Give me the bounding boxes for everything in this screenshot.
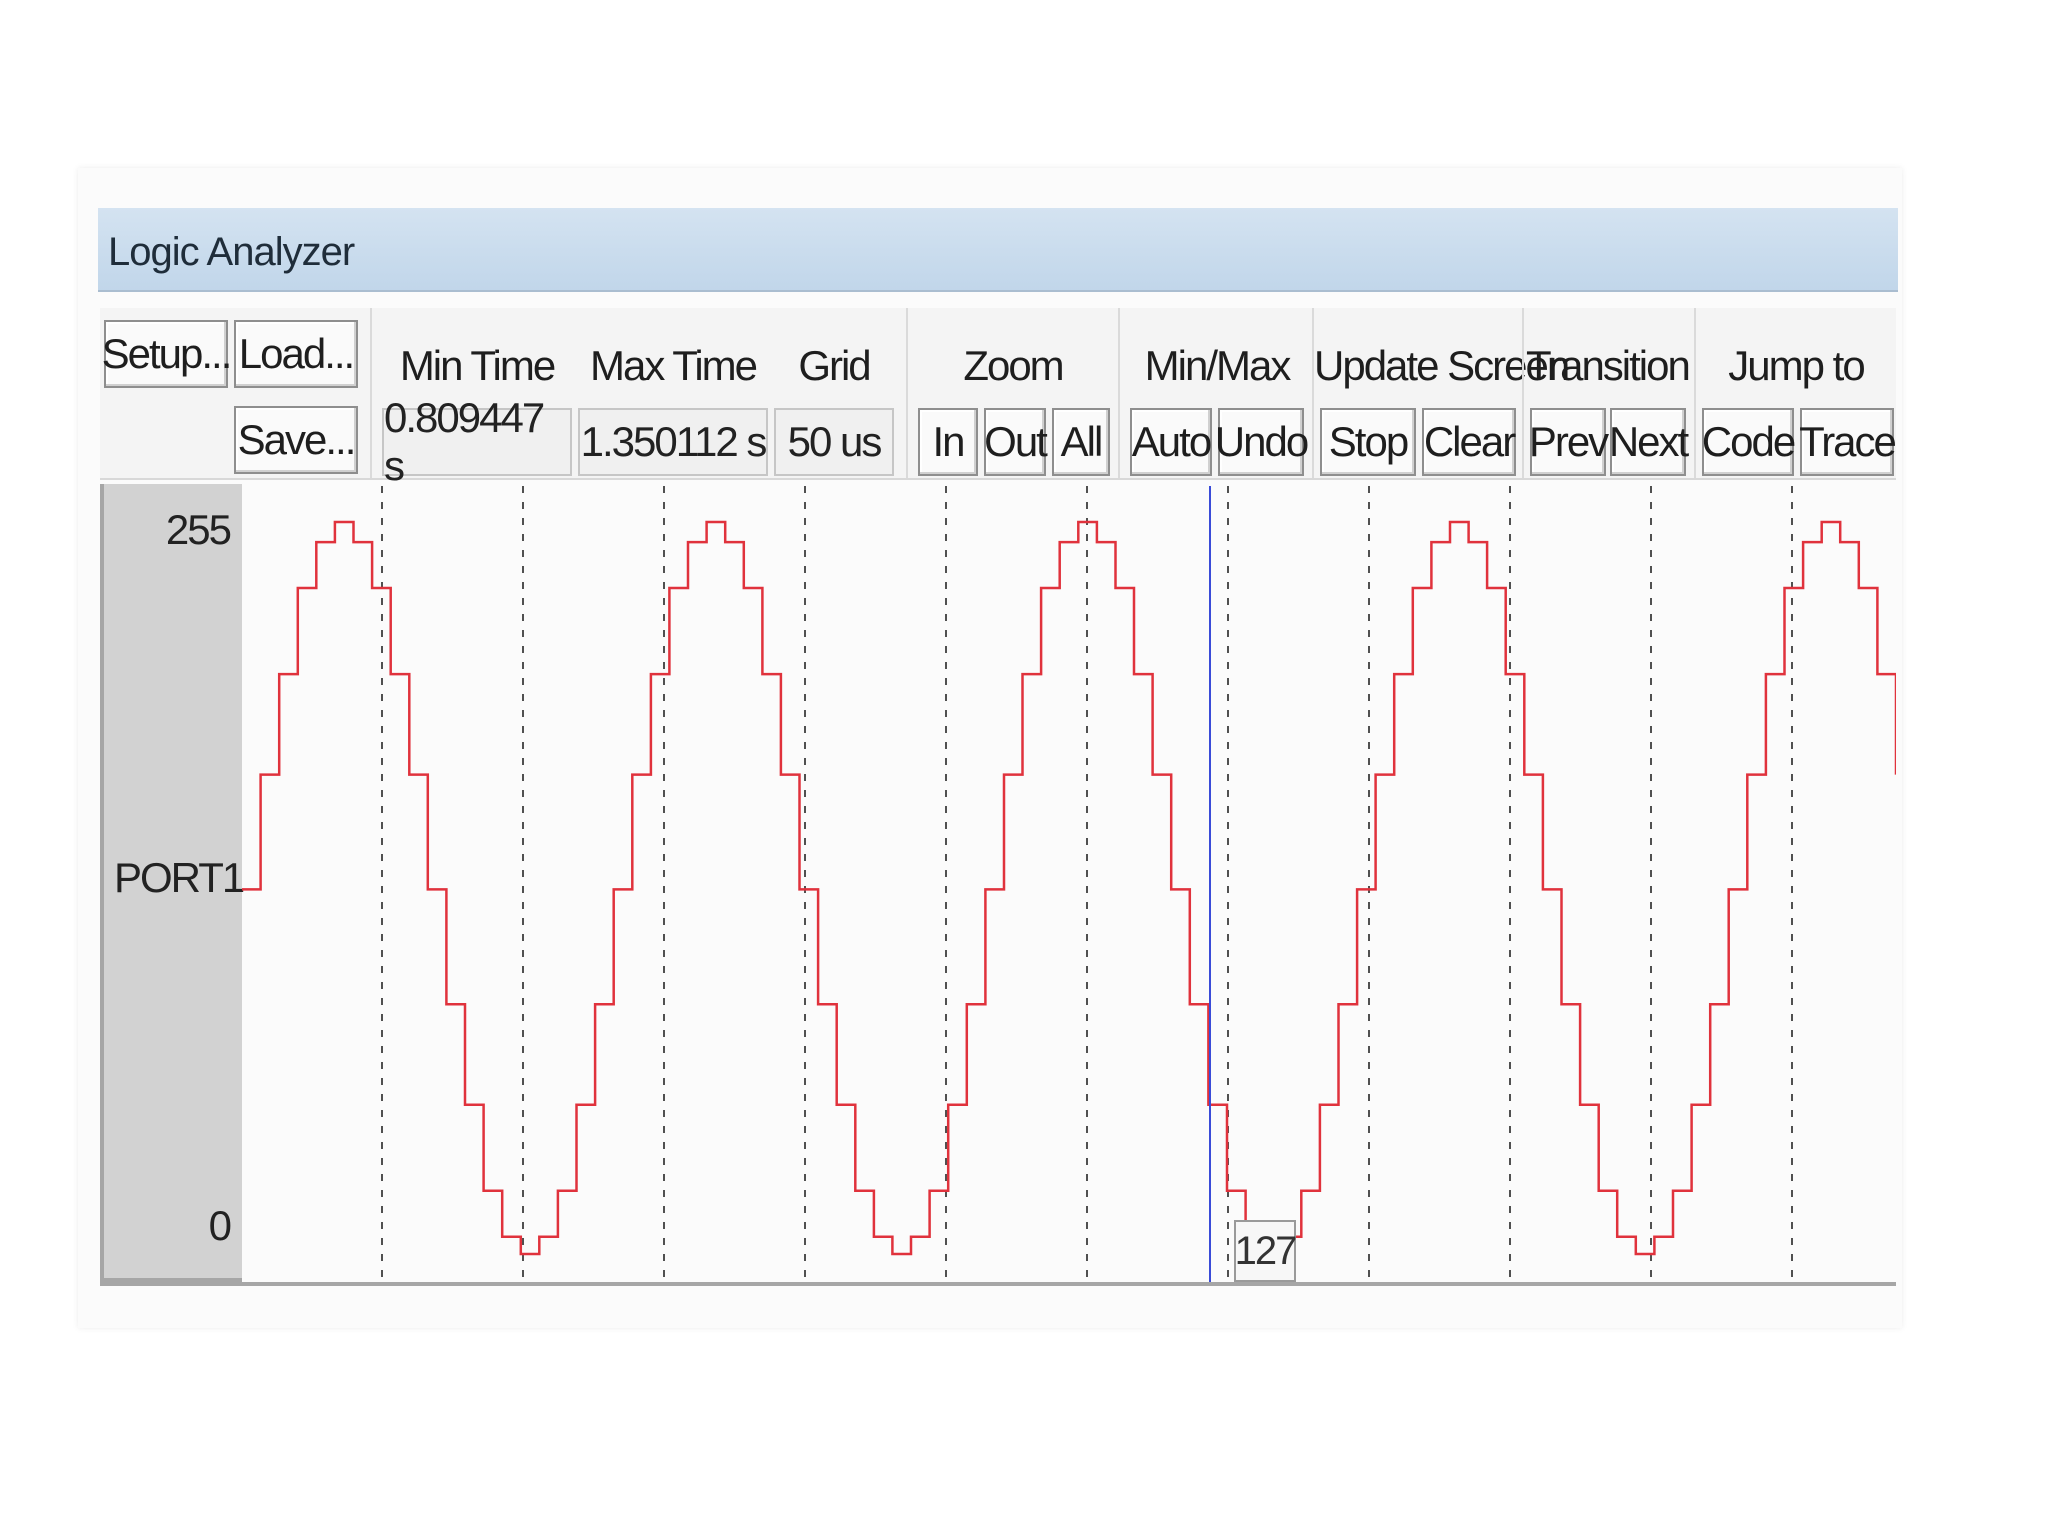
grid-field: 50 us [774, 408, 894, 476]
signal-label-panel: 255 PORT1 0 [100, 484, 245, 1282]
y-max-label: 255 [165, 506, 232, 553]
toolbar-separator [906, 308, 908, 478]
setup-button[interactable]: Setup... [102, 320, 232, 388]
max-time-field: 1.350112 s [578, 408, 768, 476]
min-time-field: 0.809447 s [382, 394, 572, 489]
toolbar-separator [1522, 308, 1524, 478]
toolbar-separator [370, 308, 372, 478]
transition-next-button[interactable]: Next [1609, 408, 1689, 476]
update-clear-button[interactable]: Clear [1422, 408, 1516, 476]
minmax-auto-button[interactable]: Auto [1130, 408, 1212, 476]
update-stop-button[interactable]: Stop [1320, 408, 1416, 476]
transition-prev-button[interactable]: Prev [1529, 408, 1609, 476]
jump-code-button[interactable]: Code [1702, 408, 1796, 476]
min-time-label: Min Time [399, 342, 556, 389]
logic-analyzer-window: Logic Analyzer Setup... Load... Save... … [78, 168, 1902, 1328]
toolbar-separator [1118, 308, 1120, 478]
minmax-undo-button[interactable]: Undo [1215, 408, 1309, 476]
jump-trace-button[interactable]: Trace [1799, 408, 1897, 476]
toolbar-separator [1694, 308, 1696, 478]
cursor-value-badge: 127 [1234, 1220, 1297, 1282]
zoom-all-button[interactable]: All [1052, 408, 1110, 476]
minmax-label: Min/Max [1144, 342, 1292, 389]
waveform-plot[interactable] [100, 484, 1896, 1288]
port1-trace [242, 520, 1896, 1256]
jump-to-label: Jump to [1728, 342, 1865, 389]
toolbar: Setup... Load... Save... Min Time 0.8094… [100, 308, 1897, 489]
title-bar: Logic Analyzer [98, 208, 1898, 292]
load-button[interactable]: Load... [234, 320, 358, 388]
window-title: Logic Analyzer [108, 230, 355, 274]
transition-label: Transition [1526, 342, 1691, 389]
zoom-in-button[interactable]: In [918, 408, 978, 476]
signal-name[interactable]: PORT1 [114, 854, 245, 901]
waveform-display[interactable]: 255 PORT1 0 127 [100, 484, 1896, 1288]
max-time-label: Max Time [589, 342, 758, 389]
save-button[interactable]: Save... [234, 406, 358, 474]
update-screen-label: Update Screen [1314, 342, 1570, 389]
zoom-out-button[interactable]: Out [984, 408, 1048, 476]
y-min-label: 0 [208, 1202, 232, 1249]
zoom-label: Zoom [963, 342, 1064, 389]
grid-label: Grid [798, 342, 871, 389]
toolbar-separator [1312, 308, 1314, 478]
